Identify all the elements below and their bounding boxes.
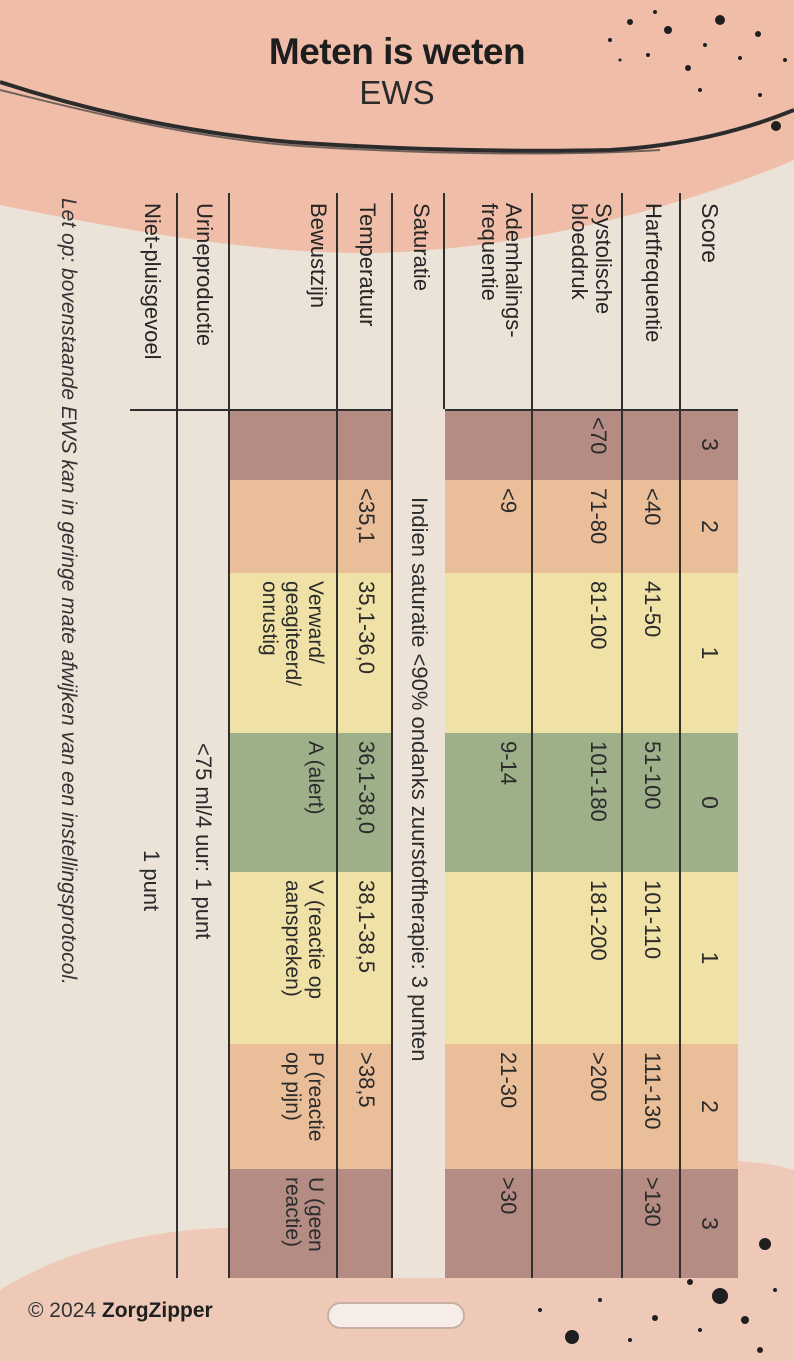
adem-value: <9 <box>496 488 521 514</box>
bewustzijn-value: A (alert) <box>304 741 327 815</box>
page-subtitle: EWS <box>359 74 435 111</box>
temp-value <box>379 409 393 480</box>
hart-value: 51-100 <box>640 741 665 810</box>
hart-value: 101-110 <box>640 880 665 960</box>
pluis-text: 1 punt <box>139 850 164 912</box>
bewustzijn-value: U (geen reactie) <box>281 1177 327 1252</box>
row-label-ademhaling: Ademhalings-frequentie <box>477 203 526 338</box>
temp-value: >38,5 <box>354 1052 379 1108</box>
score-2-left: 2 <box>697 520 723 533</box>
bloeddruk-value <box>611 1169 623 1278</box>
row-label-pluis: Niet-pluisgevoel <box>140 203 165 360</box>
temp-value: 36,1-38,0 <box>354 741 379 834</box>
adem-value: 9-14 <box>496 741 521 786</box>
temp-value: <35,1 <box>354 488 379 544</box>
ink-splatter-top <box>608 10 787 131</box>
title-block: Meten is weten EWS <box>0 30 794 112</box>
bloeddruk-value: 71-80 <box>586 488 611 545</box>
hart-value: 111-130 <box>640 1052 665 1130</box>
bloeddruk-value: 181-200 <box>586 880 611 961</box>
adem-value <box>521 872 533 1044</box>
row-label-bloeddruk: Systolische bloeddruk <box>567 203 616 315</box>
adem-value <box>521 409 533 480</box>
score-3-right: 3 <box>697 1217 723 1230</box>
temp-value: 35,1-36,0 <box>354 581 379 674</box>
bewustzijn-value: P (reactie op pijn) <box>281 1052 327 1142</box>
saturatie-text: Indien saturatie <90% ondanks zuurstofth… <box>393 409 445 1278</box>
score-2-right: 2 <box>697 1100 723 1113</box>
hart-value: 41-50 <box>640 581 665 638</box>
ews-table: Score 3 2 1 0 1 2 3 Hartfrequentie <40 4… <box>38 193 738 1283</box>
row-label-saturatie: Saturatie <box>409 203 434 292</box>
footer: © 2024 ZorgZipper <box>28 1299 213 1323</box>
brush-stroke <box>0 80 794 153</box>
score-1-left: 1 <box>697 646 723 660</box>
bloeddruk-value: 81-100 <box>586 581 611 650</box>
bewustzijn-value <box>327 409 338 480</box>
band-bottom <box>230 409 393 480</box>
temp-value: 38,1-38,5 <box>354 880 379 973</box>
top-pink-blob <box>0 0 794 253</box>
bewustzijn-value: Verward/ geagiteerd/ onrustig <box>258 581 327 687</box>
disclaimer-note: Let op: bovenstaande EWS kan in geringe … <box>57 198 80 985</box>
row-label-bewustzijn: Bewustzijn <box>306 203 331 309</box>
temp-value <box>379 1169 393 1278</box>
row-label-urine: Urineproductie <box>192 203 217 347</box>
adem-value: 21-30 <box>496 1052 521 1109</box>
adem-value <box>521 573 533 733</box>
score-label: Score <box>697 203 723 264</box>
bloeddruk-value: 101-180 <box>586 741 611 822</box>
bloeddruk-value: <70 <box>586 417 611 455</box>
score-3-left: 3 <box>697 438 723 451</box>
score-1-right: 1 <box>697 951 723 965</box>
hart-value <box>669 409 681 480</box>
hart-value: <40 <box>640 488 665 526</box>
brand-name: ZorgZipper <box>101 1299 213 1322</box>
page-title: Meten is weten <box>268 31 526 72</box>
scroll-handle[interactable] <box>327 1302 465 1329</box>
ink-splatter-bottom <box>538 1238 777 1353</box>
urine-text: <75 ml/4 uur: 1 punt <box>191 743 216 940</box>
row-label-temperatuur: Temperatuur <box>355 203 380 327</box>
bewustzijn-value <box>327 480 338 573</box>
score-0: 0 <box>697 796 723 809</box>
hart-value: >130 <box>640 1177 665 1227</box>
bewustzijn-value: V (reactie op aanspreken) <box>281 880 327 1000</box>
adem-value: >30 <box>496 1177 521 1215</box>
copyright-text: © 2024 <box>28 1299 97 1322</box>
row-label-hartfrequentie: Hartfrequentie <box>641 203 666 343</box>
bloeddruk-value: >200 <box>586 1052 611 1102</box>
